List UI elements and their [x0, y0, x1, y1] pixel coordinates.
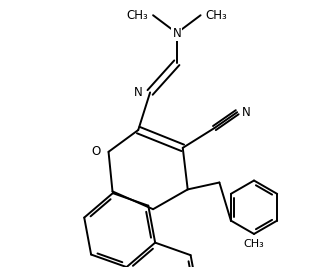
Text: N: N	[172, 27, 181, 40]
Text: N: N	[133, 86, 142, 99]
Text: CH₃: CH₃	[205, 9, 227, 22]
Text: N: N	[242, 106, 251, 119]
Text: CH₃: CH₃	[126, 9, 148, 22]
Text: CH₃: CH₃	[244, 239, 264, 249]
Text: O: O	[92, 145, 100, 158]
